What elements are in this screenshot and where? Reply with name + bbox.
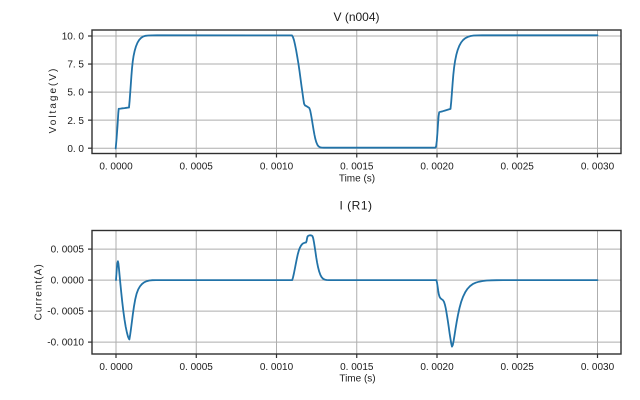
svg-text:0. 0020: 0. 0020 xyxy=(420,161,454,172)
svg-text:2. 5: 2. 5 xyxy=(67,116,84,127)
svg-text:0. 0000: 0. 0000 xyxy=(51,276,85,287)
svg-text:0. 0020: 0. 0020 xyxy=(420,362,454,373)
svg-text:-0. 0010: -0. 0010 xyxy=(47,338,84,349)
svg-text:0. 0000: 0. 0000 xyxy=(99,161,133,172)
svg-text:Time (s): Time (s) xyxy=(339,174,375,185)
svg-text:0. 0030: 0. 0030 xyxy=(581,161,615,172)
svg-text:0. 0005: 0. 0005 xyxy=(180,362,214,373)
svg-text:I (R1): I (R1) xyxy=(340,199,373,213)
svg-text:0. 0025: 0. 0025 xyxy=(501,161,535,172)
svg-text:0. 0000: 0. 0000 xyxy=(99,362,133,373)
svg-text:Time (s): Time (s) xyxy=(339,374,375,385)
svg-text:0. 0030: 0. 0030 xyxy=(581,362,615,373)
svg-text:0. 0015: 0. 0015 xyxy=(340,161,374,172)
svg-text:5. 0: 5. 0 xyxy=(67,88,84,99)
svg-text:0. 0025: 0. 0025 xyxy=(501,362,535,373)
svg-text:0. 0: 0. 0 xyxy=(67,144,84,155)
svg-text:0. 0010: 0. 0010 xyxy=(260,161,294,172)
svg-text:10. 0: 10. 0 xyxy=(62,32,85,43)
svg-text:0. 0010: 0. 0010 xyxy=(260,362,294,373)
svg-text:7. 5: 7. 5 xyxy=(67,60,84,71)
svg-text:0. 0005: 0. 0005 xyxy=(51,245,85,256)
svg-text:Current(A): Current(A) xyxy=(34,263,45,320)
svg-text:V (n004): V (n004) xyxy=(333,10,379,24)
svg-text:Voltage(V): Voltage(V) xyxy=(48,67,59,134)
svg-text:0. 0005: 0. 0005 xyxy=(180,161,214,172)
svg-text:-0. 0005: -0. 0005 xyxy=(47,307,84,318)
svg-text:0. 0015: 0. 0015 xyxy=(340,362,374,373)
